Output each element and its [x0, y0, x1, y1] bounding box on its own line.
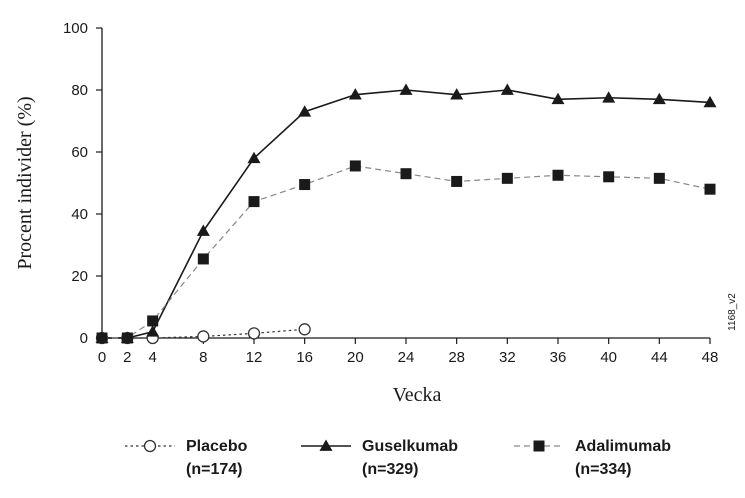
data-point-adalimumab — [603, 171, 615, 183]
data-point-placebo — [298, 323, 311, 336]
data-point-guselkumab — [652, 92, 666, 105]
data-point-placebo — [247, 327, 261, 340]
x-tick-label: 24 — [398, 349, 415, 366]
data-point-adalimumab — [400, 168, 412, 180]
x-tick-label: 40 — [600, 349, 617, 366]
data-point-adalimumab — [349, 160, 361, 172]
series-layer — [95, 83, 717, 345]
y-tick-label: 20 — [71, 268, 88, 285]
data-point-adalimumab — [704, 183, 716, 195]
y-tick-label: 40 — [71, 206, 88, 223]
series-adalimumab — [96, 160, 716, 344]
x-tick-label: 32 — [499, 349, 516, 366]
legend-label: Placebo — [186, 438, 248, 455]
x-tick-label: 12 — [246, 349, 263, 366]
y-tick-label: 0 — [80, 330, 88, 347]
series-line-placebo — [102, 328, 305, 339]
data-point-guselkumab — [247, 151, 261, 164]
y-tick-label: 80 — [71, 82, 88, 99]
data-point-adalimumab — [147, 315, 159, 327]
data-point-placebo — [197, 330, 210, 343]
data-point-guselkumab — [602, 91, 616, 103]
data-point-guselkumab — [703, 95, 717, 108]
legend-marker-adalimumab — [533, 440, 545, 452]
legend-count: (n=334) — [575, 461, 631, 478]
x-tick-label: 8 — [199, 349, 207, 366]
data-point-adalimumab — [451, 175, 463, 187]
series-line-adalimumab — [102, 165, 711, 339]
x-tick-label: 2 — [123, 349, 131, 366]
x-tick-label: 36 — [550, 349, 567, 366]
x-tick-label: 0 — [98, 349, 106, 366]
data-point-guselkumab — [551, 92, 565, 105]
x-tick-label: 48 — [702, 349, 719, 366]
data-point-guselkumab — [450, 88, 464, 100]
data-point-adalimumab — [653, 172, 665, 184]
legend-item-adalimumab: Adalimumab (n=334) — [514, 438, 671, 478]
data-point-guselkumab — [348, 88, 362, 100]
x-tick-label: 28 — [448, 349, 465, 366]
x-tick-label: 4 — [148, 349, 156, 366]
y-axis-ticks: 0 20 40 60 80 100 — [63, 20, 102, 347]
data-point-guselkumab — [500, 83, 514, 95]
legend-count: (n=329) — [362, 461, 418, 478]
y-tick-label: 60 — [71, 144, 88, 161]
legend: Placebo (n=174) Guselkumab (n=329) Adalimuma… — [125, 438, 671, 478]
x-axis-ticks: 0 2 4 8 12 16 20 24 28 32 36 40 44 48 — [98, 338, 719, 366]
x-tick-label: 16 — [296, 349, 313, 366]
data-point-adalimumab — [552, 169, 564, 181]
y-tick-label: 100 — [63, 20, 88, 37]
legend-marker-placebo — [143, 439, 157, 453]
legend-label: Guselkumab — [362, 438, 458, 455]
legend-count: (n=174) — [186, 461, 242, 478]
data-point-guselkumab — [298, 105, 312, 117]
data-point-adalimumab — [96, 332, 108, 344]
data-point-guselkumab — [146, 325, 160, 337]
series-line-guselkumab — [102, 89, 711, 339]
data-point-guselkumab — [196, 224, 210, 236]
x-tick-label: 20 — [347, 349, 364, 366]
y-axis-title: Procent individer (%) — [14, 96, 36, 269]
figure-id-note: 1168_v2 — [727, 293, 738, 331]
legend-item-guselkumab: Guselkumab (n=329) — [301, 438, 458, 478]
legend-label: Adalimumab — [575, 438, 671, 455]
series-guselkumab — [95, 83, 717, 343]
data-point-adalimumab — [248, 196, 260, 208]
data-point-guselkumab — [399, 83, 413, 95]
data-point-adalimumab — [299, 179, 311, 191]
data-point-adalimumab — [197, 253, 209, 265]
legend-item-placebo: Placebo (n=174) — [125, 438, 248, 478]
x-axis-title: Vecka — [393, 384, 442, 406]
data-point-adalimumab — [121, 332, 133, 344]
data-point-adalimumab — [501, 172, 513, 184]
legend-marker-guselkumab — [319, 439, 333, 451]
x-tick-label: 44 — [651, 349, 668, 366]
